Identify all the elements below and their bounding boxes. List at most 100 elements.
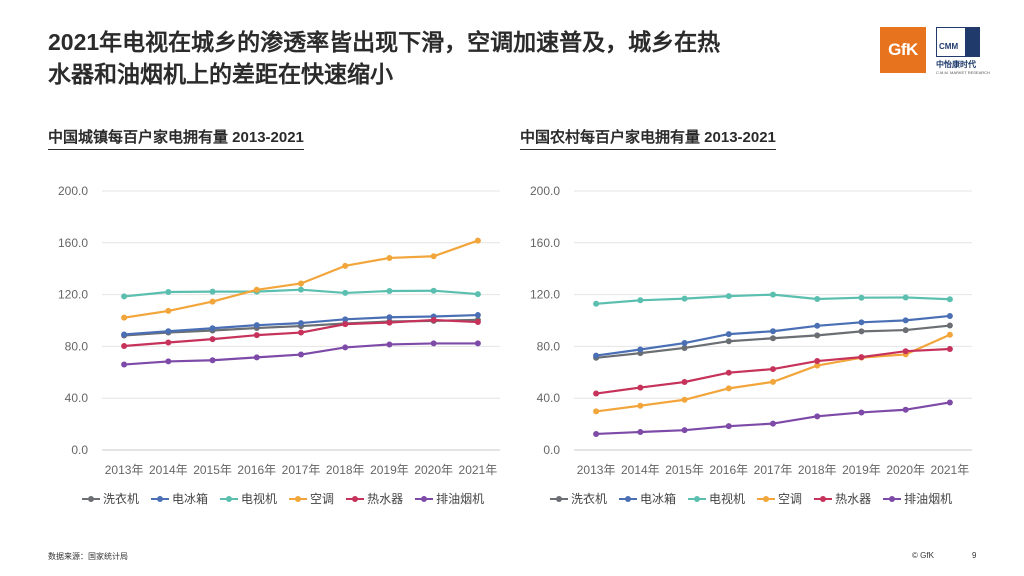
rural-data-point [770,366,776,373]
rural-data-point [593,408,600,415]
rural-data-point [637,297,644,304]
rural-legend-label: 电视机 [709,492,746,506]
urban-y-tick-label: 120.0 [58,288,88,302]
urban-legend-label: 电视机 [241,492,278,506]
rural-legend-swatch [619,495,638,503]
urban-data-point [430,316,437,323]
rural-y-tick-label: 0.0 [543,443,560,457]
urban-y-tick-label: 40.0 [65,391,89,405]
rural-data-point [946,345,953,352]
rural-legend-item: 洗衣机 [550,490,607,507]
rural-data-point [902,294,909,301]
urban-data-point [298,351,304,358]
urban-data-point [474,312,481,319]
urban-data-point [209,325,216,332]
data-source-note: 数据来源：国家统计局 [48,552,128,561]
urban-data-point [342,344,349,351]
urban-data-point [121,293,128,300]
urban-legend-swatch-dot [157,495,164,502]
urban-legend-swatch-dot [226,495,233,502]
rural-data-point [725,338,732,345]
rural-data-point [814,296,821,303]
urban-x-tick-label: 2016年 [237,463,276,477]
rural-data-point [858,294,865,301]
headline-line-2: 水器和油烟机上的差距在快速缩小 [48,61,393,87]
urban-data-point [209,298,216,305]
rural-data-point [725,369,732,376]
urban-legend-label: 空调 [310,492,335,506]
urban-data-point [298,320,304,327]
rural-legend-label: 洗衣机 [571,492,608,506]
urban-data-point [386,254,393,261]
rural-data-point [770,378,776,385]
urban-legend-swatch-dot [295,495,302,502]
urban-legend-item: 洗衣机 [82,490,139,507]
rural-legend-label: 排油烟机 [904,492,953,506]
urban-data-point [298,329,304,336]
urban-legend-item: 热水器 [346,490,403,507]
rural-data-point [814,322,821,329]
rural-legend-swatch-dot [625,495,632,502]
urban-x-tick-label: 2013年 [105,463,144,477]
rural-legend-label: 热水器 [835,492,872,506]
rural-legend-swatch [757,495,776,503]
urban-data-point [386,287,393,294]
rural-x-tick-label: 2015年 [665,463,704,477]
rural-y-tick-label: 40.0 [537,391,561,405]
rural-y-tick-label: 80.0 [537,339,561,353]
rural-data-point [681,379,688,386]
cmm-logo-sub: C.M.M. MARKET RESEARCH [936,70,990,75]
urban-data-point [430,287,437,294]
urban-data-point [342,321,349,328]
rural-data-point [593,300,600,307]
rural-data-point [725,331,732,338]
urban-data-point [165,328,172,335]
urban-line-chart: 0.0 40.0 80.0 120.0 160.0 200.0 2013年 2014年 2015… [58,184,500,477]
urban-data-point [253,332,260,339]
urban-data-point [386,314,393,321]
rural-x-tick-label: 2021年 [931,463,970,477]
copyright-note: © GfK [912,551,934,560]
rural-legend-item: 空调 [757,490,802,507]
urban-data-point [121,331,128,338]
rural-data-point [637,384,644,391]
urban-legend-label: 排油烟机 [436,492,485,506]
urban-y-tick-label: 0.0 [71,443,88,457]
rural-legend-swatch [814,495,833,503]
urban-data-point [342,316,349,323]
rural-data-point [725,293,732,300]
rural-line-chart: 0.0 40.0 80.0 120.0 160.0 200.0 2013年 2014年 2015… [530,184,972,477]
rural-data-point [637,428,644,435]
urban-legend-item: 排油烟机 [415,490,484,507]
urban-data-point [298,286,304,293]
urban-legend-swatch-dot [352,495,359,502]
rural-y-tick-label: 120.0 [530,288,560,302]
rural-data-point [814,332,821,339]
rural-data-point [946,399,953,406]
rural-data-point [902,327,909,334]
urban-x-tick-label: 2019年 [370,463,409,477]
rural-data-point [770,291,776,298]
urban-data-point [430,340,437,347]
urban-data-point [386,319,393,326]
urban-x-tick-label: 2018年 [326,463,365,477]
rural-x-tick-label: 2013年 [577,463,616,477]
rural-data-point [770,335,776,342]
urban-series-line [123,239,479,319]
rural-legend-item: 电视机 [688,490,745,507]
urban-legend-item: 电冰箱 [151,490,208,507]
rural-data-point [946,331,953,338]
urban-legend-swatch [151,495,170,503]
rural-data-point [902,406,909,413]
urban-legend-label: 洗衣机 [103,492,140,506]
rural-data-point [725,385,732,392]
page-number: 9 [972,551,977,560]
rural-x-tick-label: 2016年 [709,463,748,477]
rural-data-point [593,352,600,359]
headline-line-1: 2021年电视在城乡的渗透率皆出现下滑，空调加速普及，城乡在热 [48,29,721,55]
urban-legend-swatch [289,495,308,503]
rural-x-tick-label: 2017年 [754,463,793,477]
brand-logos: GfK CMM 中怡康时代 C.M.M. MARKET RESEARCH [880,27,990,75]
rural-data-point [858,319,865,326]
urban-data-point [386,341,393,348]
